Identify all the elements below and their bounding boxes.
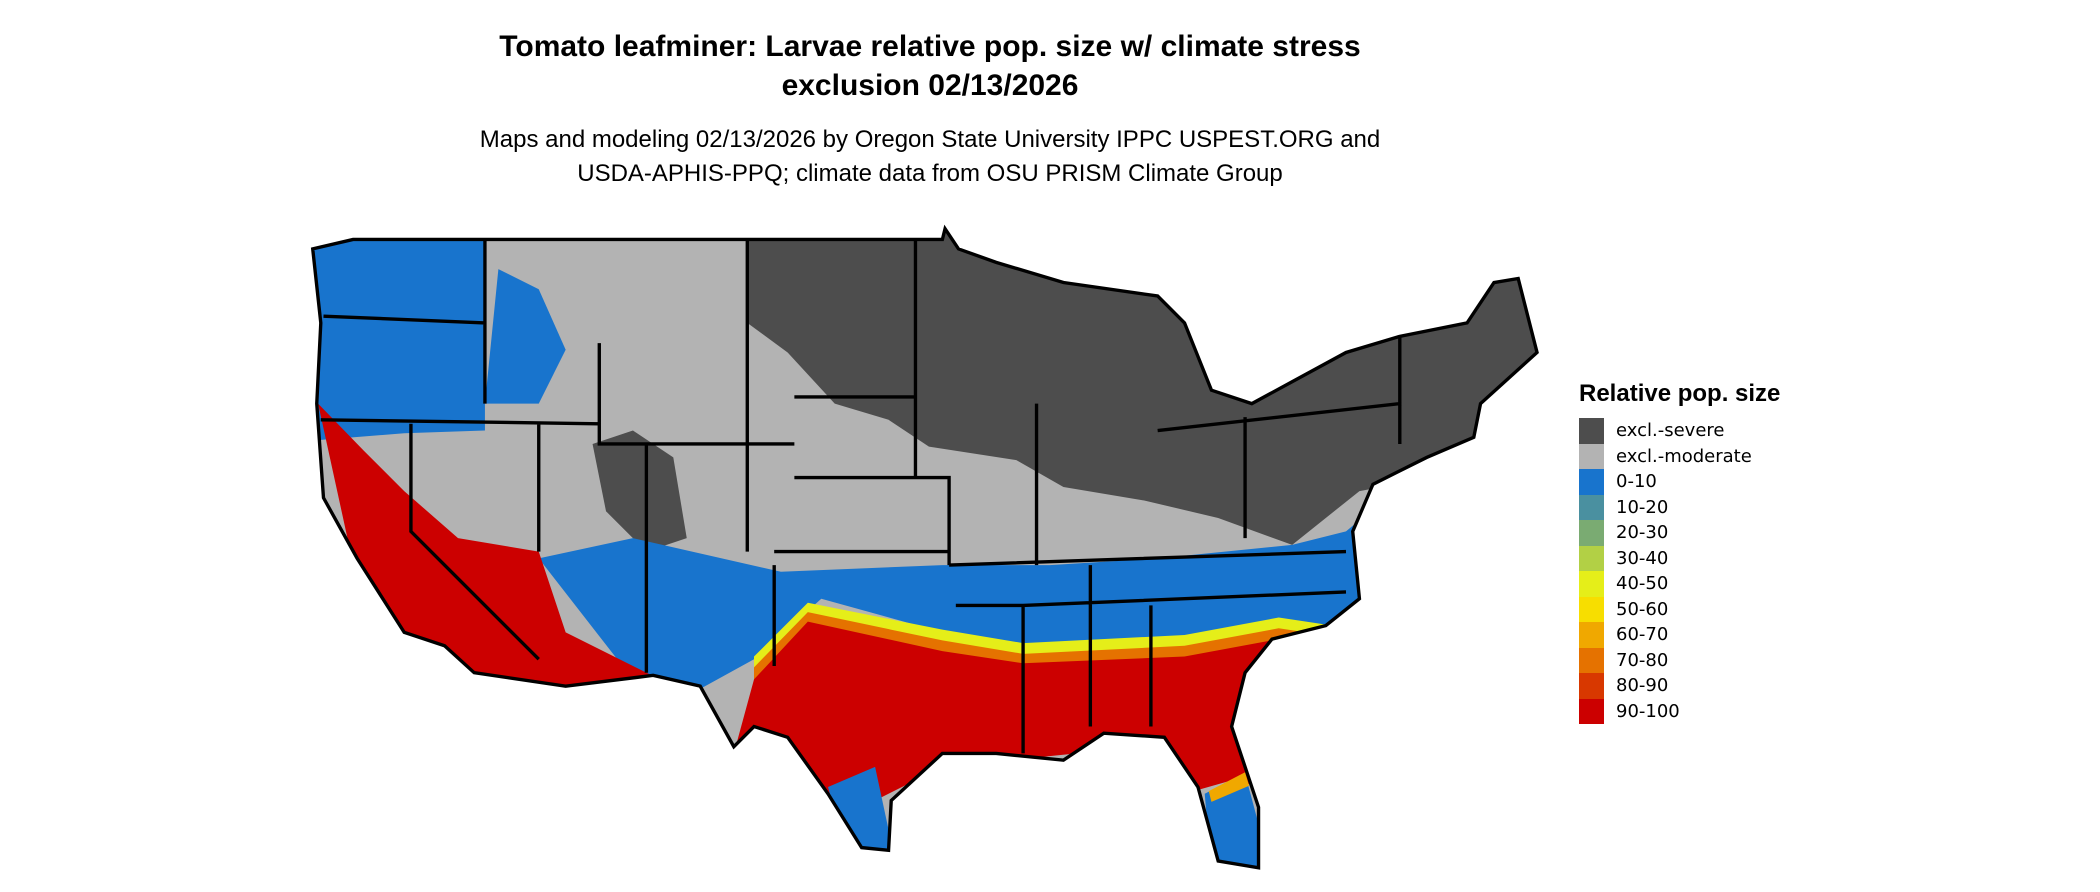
- legend-swatch: [1579, 520, 1604, 546]
- legend-swatch: [1579, 443, 1604, 469]
- legend-item: 70-80: [1579, 647, 1780, 673]
- region-south-90-100: [733, 621, 1360, 808]
- legend-label: 70-80: [1616, 649, 1669, 671]
- legend-swatch: [1579, 494, 1604, 520]
- legend-label: 40-50: [1616, 573, 1669, 595]
- legend-label: 10-20: [1616, 496, 1669, 518]
- legend-item: excl.-severe: [1579, 418, 1780, 444]
- legend-item: 10-20: [1579, 494, 1780, 520]
- legend-swatch: [1579, 571, 1604, 597]
- region-pacific-nw-0-10: [312, 228, 485, 444]
- subtitle-line1: Maps and modeling 02/13/2026 by Oregon S…: [479, 126, 1381, 153]
- legend-swatch: [1579, 622, 1604, 648]
- legend-item: 50-60: [1579, 596, 1780, 622]
- legend-label: 60-70: [1616, 624, 1669, 646]
- legend-label: excl.-moderate: [1616, 445, 1752, 467]
- legend-label: 30-40: [1616, 547, 1669, 569]
- legend: Relative pop. size excl.-severe excl.-mod…: [1579, 380, 1780, 724]
- legend-item: 60-70: [1579, 622, 1780, 648]
- legend-swatch: [1579, 673, 1604, 699]
- legend-title: Relative pop. size: [1579, 380, 1781, 407]
- subtitle-line2: USDA-APHIS-PPQ; climate data from OSU PR…: [577, 160, 1283, 187]
- legend-swatch: [1579, 469, 1604, 495]
- legend-label: 20-30: [1616, 522, 1669, 544]
- legend-label: 90-100: [1616, 700, 1680, 722]
- legend-item: 40-50: [1579, 571, 1780, 597]
- legend-swatch: [1579, 647, 1604, 673]
- legend-label: 80-90: [1616, 675, 1669, 697]
- region-south-florida-0-10: [1204, 773, 1272, 868]
- legend-item: 80-90: [1579, 673, 1780, 699]
- legend-label: excl.-severe: [1616, 420, 1725, 442]
- region-band-0-10: [538, 497, 1414, 689]
- map-title-line1: Tomato leafminer: Larvae relative pop. s…: [499, 30, 1361, 63]
- legend-swatch: [1579, 545, 1604, 571]
- legend-item: 20-30: [1579, 520, 1780, 546]
- legend-label: 50-60: [1616, 598, 1669, 620]
- region-southwest-90-100: [318, 403, 660, 693]
- state-borders: [310, 224, 1539, 870]
- legend-label: 0-10: [1616, 471, 1657, 493]
- map-title-line2: exclusion 02/13/2026: [781, 69, 1079, 102]
- legend-swatch: [1579, 418, 1604, 444]
- legend-swatch: [1579, 698, 1604, 724]
- region-idaho-0-10: [484, 269, 566, 404]
- region-florida-60-70: [1208, 772, 1250, 802]
- legend-item: 90-100: [1579, 698, 1780, 724]
- legend-swatch: [1579, 596, 1604, 622]
- legend-item: 0-10: [1579, 469, 1780, 495]
- legend-item: 30-40: [1579, 545, 1780, 571]
- legend-item: excl.-moderate: [1579, 443, 1780, 469]
